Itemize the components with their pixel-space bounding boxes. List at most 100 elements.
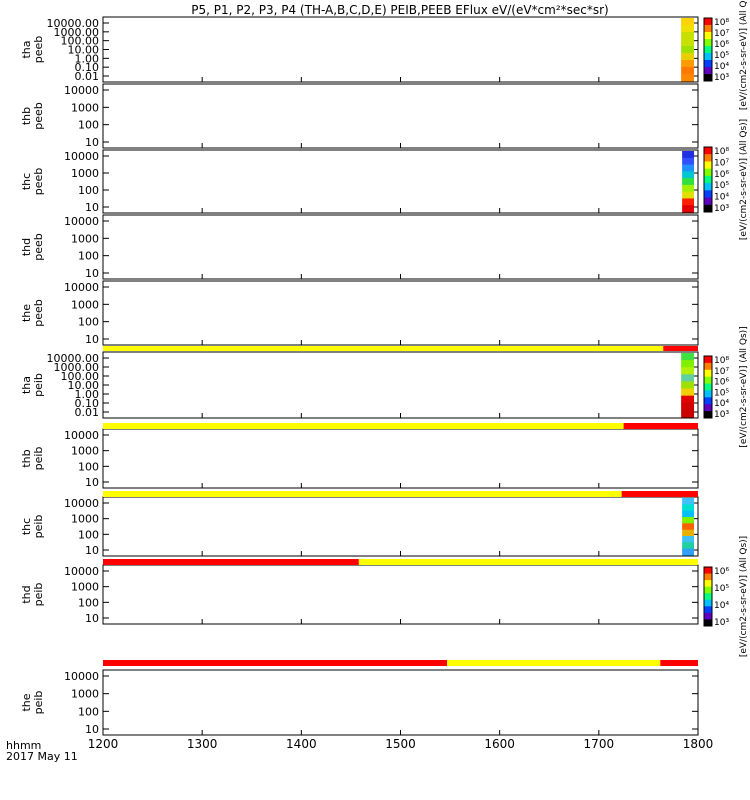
y-tick-label: 10 (85, 136, 99, 149)
spectrogram-cell (682, 542, 695, 550)
colorbar-tick-label: 10⁶ (714, 40, 729, 50)
colorbar-swatch (704, 74, 712, 82)
y-tick-label: 1000 (71, 688, 99, 701)
y-tick-label: 100.00 (61, 35, 100, 48)
colorbar-swatch (704, 46, 712, 54)
y-tick-label: 10.00 (68, 44, 100, 57)
spectrogram-cell (682, 178, 695, 186)
y-tick-label: 1000 (71, 101, 99, 114)
colorbar-swatch (704, 619, 712, 627)
x-axis-label-line-2: 2017 May 11 (6, 750, 78, 763)
spectrogram-cell (681, 381, 695, 390)
panel-product-label: peeb (32, 299, 45, 327)
panel-probe-label: thd (20, 238, 33, 256)
colorbar-swatch (704, 204, 712, 213)
panel-probe-label: thc (20, 518, 33, 535)
status-bar-segment (621, 491, 698, 497)
panel-frame (102, 149, 699, 214)
y-tick-label: 0.10 (75, 61, 100, 74)
y-tick-label: 1000 (71, 445, 99, 458)
spectrogram-cell (681, 39, 695, 47)
spectrogram-cell (682, 171, 695, 179)
status-bar-segment (663, 346, 698, 351)
status-bar-segment (103, 423, 624, 429)
colorbar-swatch (704, 175, 712, 184)
colorbar-tick-label: 10⁵ (714, 51, 729, 61)
spectrogram-cell (682, 498, 695, 505)
colorbar-swatch (704, 599, 712, 607)
spectrogram-cell (682, 191, 695, 199)
spectrogram-cell (681, 409, 695, 418)
spectrogram-cell (681, 74, 695, 82)
spectrogram-cell (681, 53, 695, 61)
y-tick-label: 10 (85, 333, 99, 346)
colorbar-swatch (704, 154, 712, 162)
panel-product-label: peeb (32, 233, 45, 261)
y-tick-label: 100 (78, 250, 99, 263)
spectrogram-cell (682, 157, 695, 166)
panel-product-label: peeb (32, 36, 45, 64)
y-tick-label: 10 (85, 723, 99, 736)
y-tick-label: 100 (78, 528, 99, 541)
colorbar-swatch (704, 612, 712, 620)
colorbar-swatch (704, 18, 712, 26)
colorbar-tick-label: 10⁵ (714, 388, 729, 398)
y-tick-label: 10000 (64, 429, 99, 442)
status-bar-segment (103, 491, 622, 497)
colorbar-swatch (704, 168, 712, 177)
panel-probe-label: thc (20, 173, 33, 190)
y-tick-label: 10.00 (68, 379, 100, 392)
spectrogram-cell (682, 205, 695, 213)
panel-frame (102, 428, 699, 489)
colorbar-tick-label: 10⁷ (714, 29, 729, 39)
y-tick-label: 1.00 (75, 388, 100, 401)
colorbar-swatch (704, 25, 712, 33)
colorbar-tick-label: 10⁶ (714, 378, 729, 388)
panel-probe-label: the (20, 693, 33, 711)
y-tick-label: 100 (78, 596, 99, 609)
y-tick-label: 100 (78, 316, 99, 329)
colorbar-swatch (704, 573, 712, 581)
y-tick-label: 10 (85, 544, 99, 557)
panel-frame (102, 83, 699, 149)
y-tick-label: 100 (78, 184, 99, 197)
panel-frame (102, 496, 699, 557)
colorbar-tick-label: 10³ (714, 204, 729, 214)
plot-title: P5, P1, P2, P3, P4 (TH-A,B,C,D,E) PEIB,P… (191, 3, 608, 17)
colorbar-swatch (704, 362, 712, 371)
status-bar-segment (103, 559, 359, 565)
colorbar-swatch (704, 390, 712, 398)
colorbar-tick-label: 10³ (714, 73, 729, 83)
spectrogram-cell (682, 504, 695, 512)
panel-probe-label: thb (20, 449, 33, 467)
x-tick-label: 1600 (484, 737, 515, 751)
status-bar-segment (103, 346, 664, 351)
spectrogram-cell (682, 523, 695, 531)
y-tick-label: 100 (78, 119, 99, 132)
spectrogram-cell (681, 395, 695, 404)
x-tick-label: 1300 (187, 737, 218, 751)
panel-frame (102, 351, 699, 419)
colorbar-swatch (704, 411, 712, 419)
y-tick-label: 10 (85, 476, 99, 489)
y-tick-label: 10000 (64, 281, 99, 294)
spectrogram-cell (681, 67, 695, 75)
panel-product-label: peib (32, 373, 45, 397)
spectrogram-cell (681, 402, 695, 411)
colorbar-swatch (704, 356, 712, 364)
y-tick-label: 0.01 (75, 406, 100, 419)
colorbar-tick-label: 10⁵ (714, 181, 729, 191)
colorbar-tick-label: 10⁶ (714, 567, 729, 577)
y-tick-label: 10000 (64, 565, 99, 578)
x-tick-label: 1400 (286, 737, 317, 751)
colorbar-tick-label: 10⁵ (714, 584, 729, 594)
colorbar-swatch (704, 404, 712, 412)
colorbar-swatch (704, 397, 712, 405)
y-tick-label: 1000 (71, 513, 99, 526)
status-bar-segment (447, 660, 661, 666)
status-bar-segment (103, 660, 448, 666)
colorbar-swatch (704, 67, 712, 75)
spectrogram-cell (681, 353, 695, 361)
spectrogram-cell (682, 151, 695, 159)
